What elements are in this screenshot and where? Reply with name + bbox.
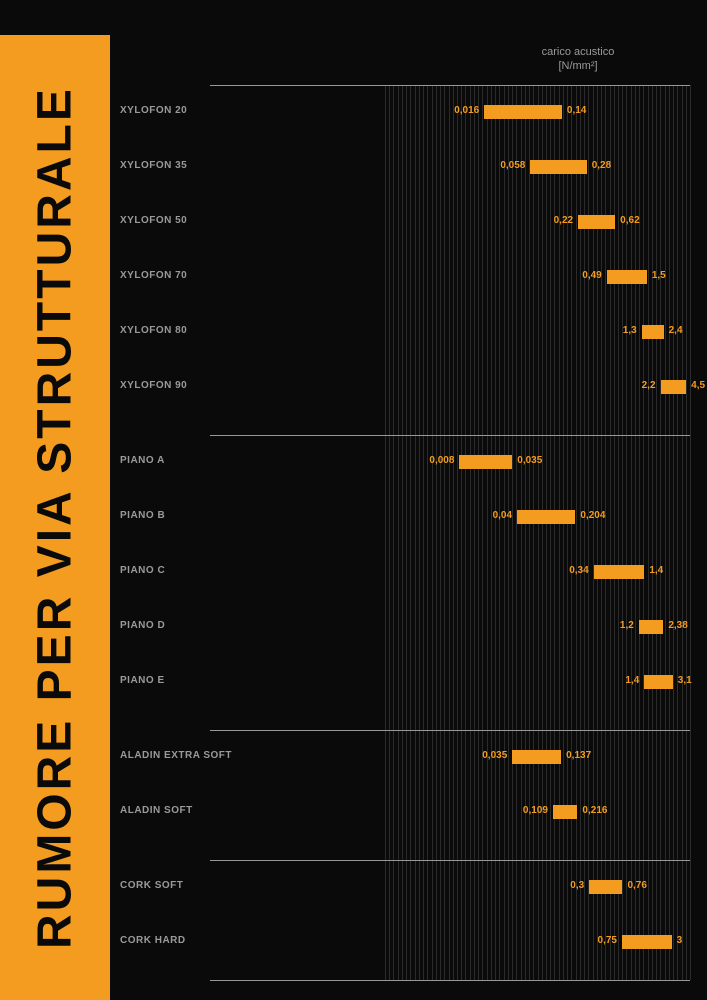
value-max: 0,14 <box>567 105 586 116</box>
grid-line <box>690 85 691 980</box>
chart: carico acustico [N/mm²] XYLOFON 20 0,016 0… <box>120 45 690 985</box>
group-divider <box>210 980 690 981</box>
range-bar <box>553 805 577 819</box>
value-min: 1,2 <box>594 620 634 631</box>
axis-title-line1: carico acustico <box>542 46 615 58</box>
chart-row: ALADIN SOFT 0,109 0,216 <box>120 795 690 829</box>
chart-row: CORK HARD 0,75 3 <box>120 925 690 959</box>
page: RUMORE PER VIA STRUTTURALE carico acusti… <box>0 0 707 1000</box>
row-label: XYLOFON 20 <box>120 105 255 116</box>
range-bar <box>639 620 664 634</box>
value-max: 2,38 <box>668 620 687 631</box>
row-label: ALADIN SOFT <box>120 805 255 816</box>
value-min: 0,22 <box>533 215 573 226</box>
side-title: RUMORE PER VIA STRUTTURALE <box>0 35 110 1000</box>
value-max: 0,137 <box>566 750 591 761</box>
group-divider <box>210 860 690 861</box>
row-label: CORK HARD <box>120 935 255 946</box>
chart-row: XYLOFON 80 1,3 2,4 <box>120 315 690 349</box>
axis-title-line2: [N/mm²] <box>558 60 597 72</box>
group-divider <box>210 435 690 436</box>
range-bar <box>530 160 586 174</box>
chart-row: XYLOFON 20 0,016 0,14 <box>120 95 690 129</box>
range-bar <box>622 935 672 949</box>
value-max: 1,4 <box>649 565 663 576</box>
range-bar <box>512 750 561 764</box>
range-bar <box>517 510 575 524</box>
chart-row: PIANO A 0,008 0,035 <box>120 445 690 479</box>
value-min: 1,4 <box>599 675 639 686</box>
value-max: 4,5 <box>691 380 705 391</box>
chart-row: PIANO B 0,04 0,204 <box>120 500 690 534</box>
value-min: 1,3 <box>597 325 637 336</box>
value-max: 0,62 <box>620 215 639 226</box>
range-bar <box>594 565 645 579</box>
value-max: 0,204 <box>580 510 605 521</box>
value-min: 0,04 <box>472 510 512 521</box>
value-max: 3 <box>677 935 683 946</box>
value-max: 3,1 <box>678 675 692 686</box>
range-bar <box>578 215 615 229</box>
value-min: 0,49 <box>562 270 602 281</box>
value-max: 0,216 <box>582 805 607 816</box>
row-label: CORK SOFT <box>120 880 255 891</box>
row-label: PIANO A <box>120 455 255 466</box>
row-label: PIANO D <box>120 620 255 631</box>
range-bar <box>642 325 664 339</box>
axis-title: carico acustico [N/mm²] <box>498 45 658 74</box>
value-min: 0,3 <box>544 880 584 891</box>
row-label: XYLOFON 35 <box>120 160 255 171</box>
row-label: PIANO E <box>120 675 255 686</box>
row-label: XYLOFON 70 <box>120 270 255 281</box>
value-min: 0,75 <box>577 935 617 946</box>
chart-row: PIANO D 1,2 2,38 <box>120 610 690 644</box>
range-bar <box>644 675 672 689</box>
row-label: PIANO C <box>120 565 255 576</box>
value-min: 0,34 <box>549 565 589 576</box>
row-label: PIANO B <box>120 510 255 521</box>
row-label: XYLOFON 50 <box>120 215 255 226</box>
range-bar <box>607 270 647 284</box>
value-min: 0,008 <box>414 455 454 466</box>
chart-row: PIANO C 0,34 1,4 <box>120 555 690 589</box>
chart-row: XYLOFON 50 0,22 0,62 <box>120 205 690 239</box>
range-bar <box>459 455 512 469</box>
value-max: 1,5 <box>652 270 666 281</box>
chart-row: XYLOFON 902,24,5 <box>120 370 690 404</box>
value-min: 0,058 <box>485 160 525 171</box>
row-label: XYLOFON 90 <box>120 380 255 391</box>
value-min: 0,035 <box>467 750 507 761</box>
group-divider <box>210 730 690 731</box>
side-band: RUMORE PER VIA STRUTTURALE <box>0 35 110 1000</box>
value-min: 0,109 <box>508 805 548 816</box>
value-min: 0,016 <box>439 105 479 116</box>
value-max: 0,035 <box>517 455 542 466</box>
row-label: XYLOFON 80 <box>120 325 255 336</box>
chart-row: CORK SOFT 0,3 0,76 <box>120 870 690 904</box>
row-label: ALADIN EXTRA SOFT <box>120 750 255 761</box>
value-max: 2,4 <box>669 325 683 336</box>
chart-row: XYLOFON 70 0,49 1,5 <box>120 260 690 294</box>
value-min: 2,2 <box>616 380 656 391</box>
range-bar <box>661 380 687 394</box>
range-bar <box>484 105 562 119</box>
value-max: 0,28 <box>592 160 611 171</box>
chart-row: ALADIN EXTRA SOFT 0,035 0,137 <box>120 740 690 774</box>
range-bar <box>589 880 622 894</box>
chart-row: XYLOFON 35 0,058 0,28 <box>120 150 690 184</box>
group-divider <box>210 85 690 86</box>
chart-row: PIANO E 1,4 3,1 <box>120 665 690 699</box>
value-max: 0,76 <box>627 880 646 891</box>
